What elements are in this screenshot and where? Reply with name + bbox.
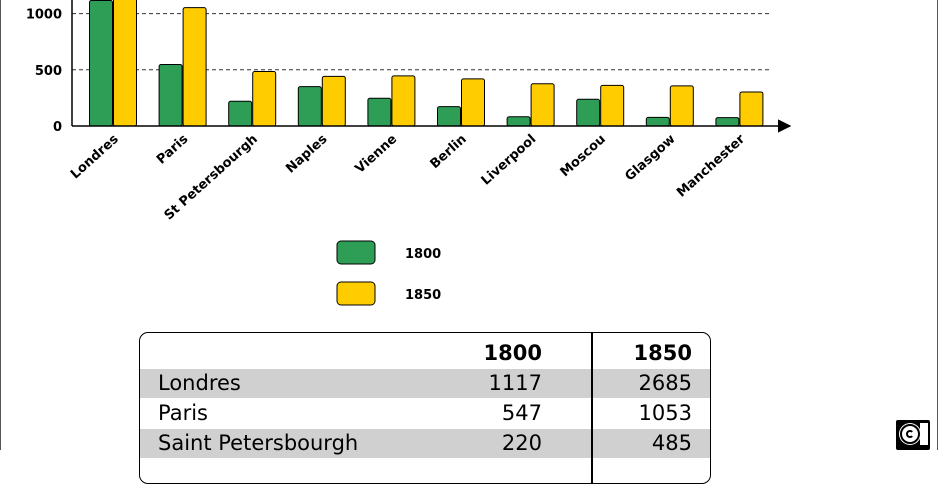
row-value-1850: 485 [651, 431, 692, 455]
bar-londres-1850 [113, 0, 137, 127]
y-tick-label-1000: 1000 [26, 8, 62, 23]
bar-berlin-1800 [437, 106, 461, 127]
cc-by-sa-badge-icon [896, 420, 930, 450]
bar-paris-1800 [158, 64, 183, 127]
bar-vienne-1800 [367, 97, 392, 127]
bar-st-petersbourgh-1800 [228, 100, 253, 127]
bar-paris-1850 [182, 7, 207, 127]
table-header-row: 1800 1850 [140, 333, 710, 369]
legend-label-1850: 1850 [405, 288, 441, 303]
y-tick-label-0: 0 [53, 120, 62, 135]
bar-st-petersbourgh-1850 [252, 70, 277, 127]
legend-swatch-1800 [336, 240, 376, 265]
x-category-label: Moscou [558, 132, 609, 180]
row-value-1800: 220 [501, 431, 542, 455]
x-category-label: Liverpool [479, 132, 540, 189]
x-category-label: Manchester [674, 131, 748, 200]
row-value-1800: 547 [501, 401, 542, 425]
header-1850: 1850 [633, 341, 692, 365]
legend-swatch-1850 [336, 281, 376, 306]
table-row: Paris 547 1053 [140, 399, 710, 428]
row-value-1850: 1053 [638, 401, 692, 425]
x-category-label: Naples [283, 132, 330, 177]
table-row: Saint Petersbourgh 220 485 [140, 429, 710, 458]
column-divider [591, 333, 593, 483]
table-row: Londres 1117 2685 [140, 369, 710, 398]
bar-naples-1850 [321, 75, 346, 127]
bar-berlin-1850 [461, 78, 485, 127]
row-city-name: Londres [158, 371, 241, 395]
bar-manchester-1800 [715, 117, 740, 127]
bar-moscou-1800 [576, 98, 601, 127]
bar-glasgow-1800 [645, 116, 670, 127]
header-1800: 1800 [483, 341, 542, 365]
data-table: 1800 1850 Londres 1117 2685 Paris 547 10… [139, 332, 711, 484]
bar-glasgow-1850 [669, 85, 694, 127]
x-category-label: Paris [154, 132, 191, 168]
row-city-name: Paris [158, 401, 208, 425]
bar-manchester-1850 [739, 91, 764, 127]
row-value-1800: 1117 [488, 371, 542, 395]
bar-liverpool-1850 [530, 83, 555, 127]
x-category-label: Glasgow [622, 132, 678, 185]
x-category-label: Londres [68, 132, 122, 183]
row-value-1850: 2685 [638, 371, 692, 395]
x-category-label: Berlin [427, 132, 469, 172]
y-tick-label-500: 500 [35, 64, 62, 79]
bar-moscou-1850 [600, 84, 625, 127]
bar-londres-1800 [89, 0, 113, 127]
frame-left-border [0, 0, 1, 450]
bar-liverpool-1800 [506, 116, 531, 127]
row-city-name: Saint Petersbourgh [158, 431, 359, 455]
x-category-label: Vienne [353, 132, 401, 177]
bar-vienne-1850 [391, 75, 416, 127]
bar-naples-1800 [297, 86, 322, 127]
legend-label-1800: 1800 [405, 247, 441, 262]
